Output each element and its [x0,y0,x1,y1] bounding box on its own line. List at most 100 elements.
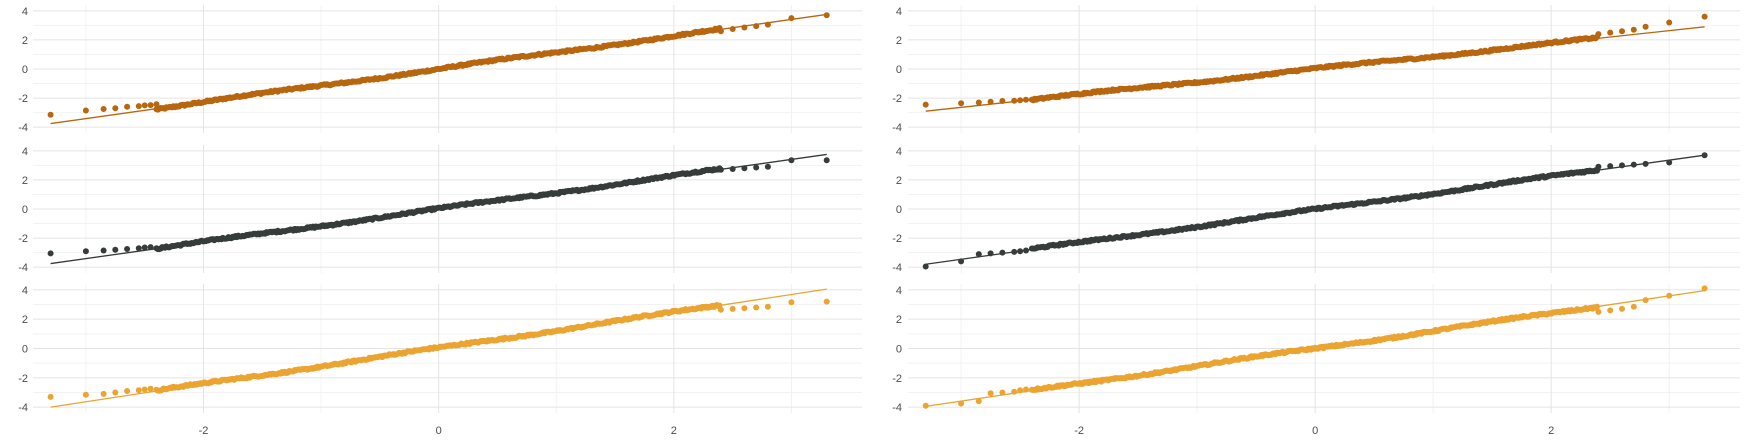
qq-point [764,163,771,170]
qq-point [100,390,107,397]
qq-point [47,250,54,257]
qq-point [922,101,929,108]
facet-panel: -4 -2 0 2 4 [892,145,1740,274]
qq-point [753,304,760,311]
qq-point [741,165,748,172]
qq-point [1619,28,1625,35]
qq-point [1619,162,1625,169]
y-tick-label: -4 [892,122,902,134]
x-tick-label: -2 [1074,425,1084,437]
x-tick-label: 0 [1312,425,1318,437]
y-tick-label: -2 [892,233,902,245]
y-tick-label: -4 [892,262,902,274]
y-tick-label: 4 [896,285,902,297]
qq-point [764,303,771,310]
qq-point [999,389,1006,396]
qq-point [124,388,131,394]
qq-point [823,298,830,305]
y-tick-label: 0 [896,344,902,356]
y-tick-label: -4 [18,262,28,274]
y-tick-label: -2 [18,233,28,245]
qq-point [1630,303,1637,310]
qq-point [753,23,760,30]
y-tick-label: 0 [896,204,902,216]
qq-point [741,24,748,31]
facet-panel: -4 -2 0 2 4 [18,5,862,134]
qq-point [1701,285,1708,292]
qq-point [788,15,795,22]
qq-point [147,102,154,109]
qq-point [82,107,89,114]
qq-point [1630,161,1637,168]
x-tick-label: 0 [436,425,442,437]
qq-point [922,263,929,270]
facet-panel: -4 -2 0 2 4 [892,5,1740,134]
qq-point [1607,29,1614,36]
qq-point [135,103,142,110]
qq-point [717,166,724,173]
qq-point [1607,163,1614,170]
qq-point [147,244,154,251]
qq-point [124,246,131,252]
qq-point [1642,160,1649,167]
qq-point [987,98,994,105]
qq-point [717,306,724,313]
qq-point [753,164,760,171]
qq-point [1595,308,1602,315]
y-tick-label: -4 [18,122,28,134]
qq-point [1017,97,1024,104]
qq-point [958,258,965,265]
qq-point [147,385,154,392]
qq-point [958,400,965,407]
qq-point [958,100,965,107]
qq-point [1642,23,1649,30]
qq-point [153,101,160,108]
qq-point [788,157,795,164]
qq-point [47,111,54,118]
qq-point [1595,31,1602,38]
qq-point [729,305,736,312]
qq-point [788,299,795,306]
qq-point [1011,97,1018,104]
y-tick-label: 2 [22,175,28,187]
y-tick-label: 4 [896,6,902,18]
qq-point [823,12,830,19]
x-tick-label: -2 [199,425,209,437]
qq-point [729,166,736,172]
x-tick-label: 2 [1548,425,1554,437]
y-tick-label: -4 [892,402,902,414]
qq-point [823,157,830,164]
y-tick-label: 0 [896,64,902,76]
qq-point [112,389,119,396]
qq-point [1595,163,1602,170]
facet-panel: -4 -2 0 2 4 [18,284,862,414]
y-tick-label: 4 [896,146,902,158]
qq-point [47,393,54,400]
qq-point [1594,303,1600,310]
qq-point [100,106,107,112]
y-tick-label: 0 [22,344,28,356]
y-tick-label: 4 [22,146,28,158]
qq-point [112,105,119,112]
y-tick-label: 2 [22,314,28,326]
qq-column-2: -4 -2 0 2 4 -4 -2 0 2 4 -4 -2 0 2 4 -2 0 2 [892,5,1740,437]
qq-point [1630,26,1637,33]
qq-point [922,402,929,409]
qq-point [1017,248,1024,255]
qq-column-1: -4 -2 0 2 4 -4 -2 0 2 4 -4 -2 0 2 4 -2 0 2 [18,5,862,437]
facet-panel: -4 -2 0 2 4 [18,145,862,274]
qq-point [1011,388,1018,395]
y-tick-label: 2 [22,35,28,47]
qq-point [82,248,89,255]
y-tick-label: 0 [22,64,28,76]
qq-point [1666,19,1673,26]
qq-point [975,251,982,258]
y-tick-label: 2 [896,175,902,187]
qq-point [141,102,148,109]
qq-point [1701,13,1708,20]
qq-point [1666,159,1673,166]
qq-point [1023,386,1029,393]
y-tick-label: -2 [892,93,902,105]
qq-point [717,28,724,35]
y-tick-label: 2 [896,35,902,47]
